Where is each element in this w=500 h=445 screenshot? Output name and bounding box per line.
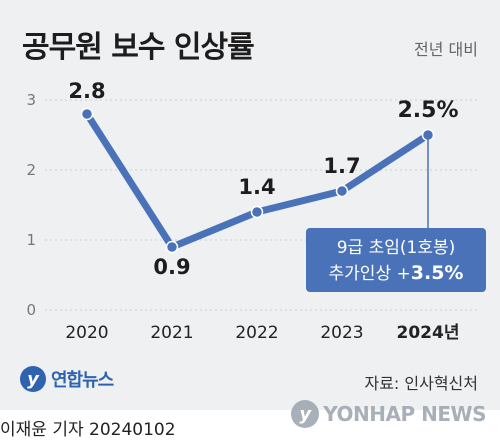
data-label: 0.9 bbox=[153, 255, 190, 279]
y-tick-label: 1 bbox=[26, 231, 36, 249]
data-point bbox=[335, 184, 349, 198]
x-tick-labels: 2020 2021 2022 2023 2024년 bbox=[65, 323, 459, 343]
x-tick-label: 2020 bbox=[65, 323, 108, 343]
x-tick-label: 2021 bbox=[150, 323, 193, 343]
chart-title: 공무원 보수 인상률 bbox=[22, 30, 255, 65]
annotation-layer: 9급 초임(1호봉) 추가인상 +3.5% bbox=[306, 135, 486, 292]
annotation-box bbox=[306, 228, 486, 292]
data-point bbox=[165, 240, 179, 254]
annotation-line-1: 9급 초임(1호봉) bbox=[337, 238, 456, 258]
data-label-layer: 2.8 0.9 1.4 1.7 2.5% bbox=[68, 79, 458, 279]
yonhap-logo-icon: y bbox=[20, 366, 46, 392]
data-label: 1.7 bbox=[323, 154, 360, 178]
chart-subtitle: 전년 대비 bbox=[414, 40, 478, 59]
yonhap-logo: y 연합뉴스 bbox=[20, 366, 114, 392]
annotation-line-2: 추가인상 +3.5% bbox=[329, 262, 464, 284]
y-tick-label: 0 bbox=[26, 301, 36, 319]
y-tick-label: 3 bbox=[26, 91, 36, 109]
y-tick-labels: 0 1 2 3 bbox=[26, 91, 36, 319]
watermark-text: YONHAP NEWS bbox=[323, 402, 486, 426]
watermark: y YONHAP NEWS bbox=[291, 400, 486, 428]
data-label: 1.4 bbox=[238, 175, 275, 199]
source-note: 자료: 인사혁신처 bbox=[364, 374, 478, 393]
x-tick-label: 2023 bbox=[320, 323, 363, 343]
byline: 이재윤 기자 20240102 bbox=[0, 420, 176, 440]
watermark-logo-icon: y bbox=[291, 400, 320, 428]
data-point bbox=[250, 205, 264, 219]
data-point-layer bbox=[80, 107, 435, 254]
annotation-prefix: 추가인상 + bbox=[329, 264, 411, 284]
y-tick-label: 2 bbox=[26, 161, 36, 179]
data-label: 2.8 bbox=[68, 79, 105, 103]
annotation-value: 3.5% bbox=[411, 262, 464, 284]
x-tick-label: 2024년 bbox=[397, 323, 460, 343]
x-tick-label: 2022 bbox=[235, 323, 278, 343]
data-point bbox=[80, 107, 94, 121]
data-label: 2.5% bbox=[397, 98, 458, 123]
logo-name: 연합뉴스 bbox=[51, 370, 114, 391]
